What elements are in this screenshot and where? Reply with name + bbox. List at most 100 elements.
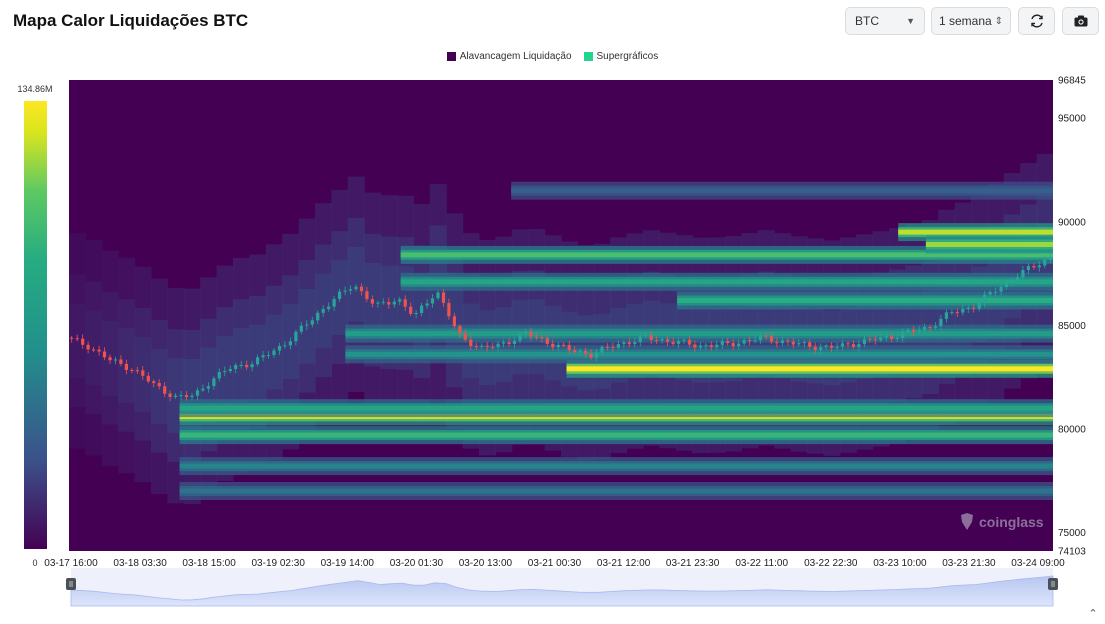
candle-body: [119, 359, 123, 364]
candle-body: [994, 291, 998, 293]
candle-body: [895, 338, 899, 339]
candle-body: [168, 393, 172, 397]
x-tick-label: 03-21 23:30: [666, 558, 720, 569]
candle-body: [414, 313, 418, 314]
candle-body: [884, 336, 888, 338]
candle-body: [693, 344, 697, 348]
candle-body: [447, 302, 451, 317]
candle-body: [392, 301, 396, 305]
candle-body: [983, 294, 987, 303]
coinglass-logo-icon: [961, 513, 973, 530]
candle-body: [633, 342, 637, 345]
candle-body: [764, 335, 768, 337]
candle-body: [376, 302, 380, 304]
candle-body: [277, 346, 282, 351]
candle-body: [228, 369, 232, 372]
candle-body: [961, 309, 965, 313]
symbol-select-value: BTC: [855, 14, 879, 28]
symbol-select[interactable]: BTC ▼: [845, 7, 925, 35]
candle-body: [113, 359, 118, 361]
y-tick-label: 85000: [1058, 321, 1086, 332]
y-tick-label: 90000: [1058, 217, 1086, 228]
x-axis: 03-17 16:00 03-18 03:30 03-18 15:00 03-19 0…: [44, 558, 1065, 569]
candle-body: [179, 395, 183, 397]
candle-body: [474, 346, 478, 348]
candle-body: [573, 350, 577, 352]
watermark-text: coinglass: [979, 514, 1044, 530]
liquidation-band: [179, 488, 1053, 494]
candle-body: [523, 332, 528, 334]
y-tick-label: 96845: [1058, 76, 1086, 87]
liquidation-band: [179, 463, 1053, 469]
legend-label-supercharts: Supergráficos: [596, 51, 659, 62]
candle-body: [813, 346, 817, 350]
candle-body: [212, 378, 216, 387]
liquidation-band: [345, 331, 1053, 337]
candle-body: [972, 307, 976, 309]
page-title: Mapa Calor Liquidações BTC: [13, 11, 249, 30]
candle-body: [365, 291, 369, 300]
legend-item-supercharts[interactable]: Supergráficos: [583, 51, 659, 62]
candle-body: [1021, 270, 1025, 278]
range-select[interactable]: 1 semana ⇕: [931, 7, 1011, 35]
candle-body: [272, 350, 276, 356]
x-tick-label: 03-17 16:00: [44, 558, 98, 569]
candle-body: [507, 342, 511, 344]
candle-body: [1043, 259, 1047, 266]
x-tick-label: 03-20 13:00: [459, 558, 513, 569]
candle-body: [75, 338, 79, 340]
candle-body: [797, 343, 801, 345]
candle-body: [316, 312, 320, 321]
collapse-button[interactable]: ⌃: [1085, 605, 1101, 621]
candle-body: [359, 286, 364, 292]
candle-body: [879, 337, 883, 341]
candle-body: [223, 371, 227, 373]
candle-body: [387, 302, 391, 305]
candle-body: [81, 338, 85, 345]
liquidation-band: [566, 366, 1053, 372]
candle-body: [676, 340, 681, 344]
candle-body: [108, 357, 112, 361]
refresh-button[interactable]: [1018, 7, 1055, 35]
candle-body: [709, 345, 713, 348]
candle-body: [430, 298, 435, 304]
candle-body: [321, 309, 325, 313]
overview-handle-right[interactable]: [1048, 578, 1058, 590]
candle-body: [660, 339, 664, 341]
candle-body: [666, 339, 670, 342]
candle-body: [354, 286, 358, 290]
candle-body: [512, 340, 517, 344]
legend-swatch-leverage: [446, 52, 456, 61]
candle-body: [748, 340, 752, 342]
candle-body: [950, 312, 954, 314]
candle-body: [556, 344, 560, 348]
candle-body: [627, 342, 631, 345]
candle-body: [436, 292, 440, 299]
camera-button[interactable]: [1062, 7, 1099, 35]
legend-item-leverage[interactable]: Alavancagem Liquidação: [446, 51, 572, 62]
candle-body: [567, 345, 571, 351]
candle-body: [655, 339, 659, 341]
candle-body: [840, 343, 845, 347]
chart-legend: Alavancagem Liquidação Supergráficos: [0, 51, 1105, 62]
candle-body: [698, 345, 702, 348]
candle-body: [835, 346, 839, 348]
candle-body: [830, 345, 834, 348]
x-tick-label: 03-23 21:30: [942, 558, 996, 569]
candle-body: [808, 342, 812, 347]
candle-body: [988, 291, 992, 295]
candle-body: [731, 343, 735, 347]
candle-body: [1026, 266, 1030, 270]
overview-slider[interactable]: [66, 568, 1058, 607]
x-tick-label: 03-18 15:00: [182, 558, 236, 569]
candle-body: [480, 345, 484, 347]
candle-body: [742, 340, 746, 344]
candle-body: [283, 345, 287, 347]
overview-handle-left[interactable]: [66, 578, 76, 590]
candle-body: [644, 335, 648, 337]
candle-body: [862, 339, 866, 345]
liquidation-band: [179, 405, 1053, 411]
candle-body: [343, 290, 347, 292]
candle-body: [851, 344, 856, 348]
candle-body: [857, 344, 861, 348]
